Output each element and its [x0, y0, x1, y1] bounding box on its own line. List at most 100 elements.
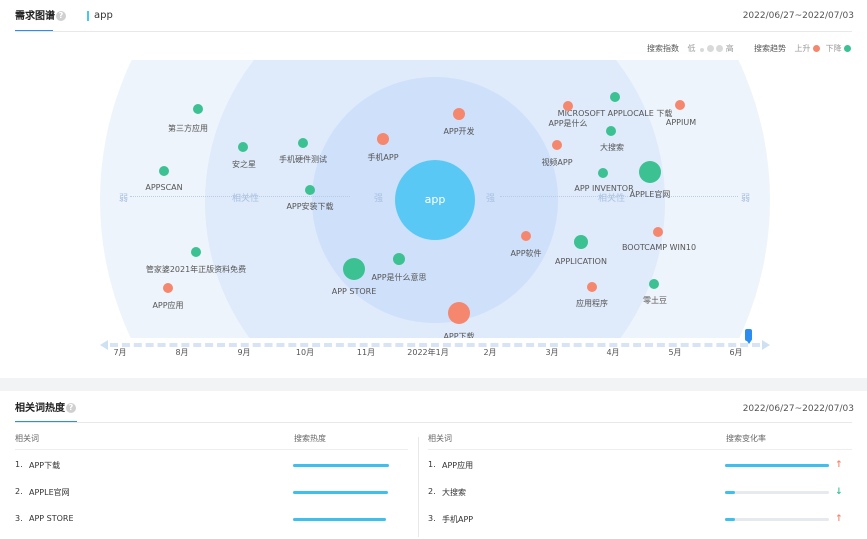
related-word-link[interactable]: APP下载: [29, 461, 61, 470]
axis-strong-left: 强: [374, 194, 384, 204]
keyword-node-label[interactable]: 零土豆: [643, 296, 667, 305]
keyword-node-label[interactable]: 第三方应用: [168, 124, 208, 133]
timeline-handle[interactable]: [745, 329, 752, 344]
keyword-node-label[interactable]: APP INVENTOR: [574, 184, 634, 193]
keyword-node[interactable]: [393, 253, 405, 265]
timeline-label[interactable]: 8月: [175, 348, 189, 357]
keyword-node[interactable]: [377, 133, 389, 145]
keyword-node[interactable]: [563, 101, 573, 111]
related-word-link[interactable]: 大搜索: [442, 488, 466, 497]
keyword-node-label[interactable]: 应用程序: [576, 299, 608, 308]
keyword-node-label[interactable]: 管家婆2021年正版资料免费: [145, 265, 247, 274]
metric-bar: [725, 518, 829, 521]
trend-up-icon: ↑: [835, 514, 843, 524]
keyword-node-label[interactable]: APP是什么意思: [371, 273, 427, 282]
keyword-node-label[interactable]: 手机硬件测试: [279, 155, 327, 164]
keyword-node-label[interactable]: APP软件: [510, 249, 542, 258]
related-word-link[interactable]: APP应用: [442, 461, 474, 470]
timeline-label[interactable]: 10月: [295, 348, 315, 357]
keyword-node[interactable]: [606, 126, 616, 136]
keyword-node-label[interactable]: APP应用: [152, 301, 184, 310]
metric-bar-fill: [725, 491, 735, 494]
demand-map-panel: 需求图谱 ? app 2022/06/27~2022/07/03 搜索指数 低 …: [0, 0, 867, 378]
tab-demand-map[interactable]: 需求图谱: [15, 11, 55, 22]
date-range: 2022/06/27~2022/07/03: [742, 11, 854, 21]
help-icon[interactable]: ?: [66, 403, 76, 413]
divider: [15, 422, 852, 423]
keyword-node[interactable]: [649, 279, 659, 289]
row-rank: 3.: [428, 514, 436, 523]
timeline-track[interactable]: [110, 343, 760, 347]
keyword-node-label[interactable]: APP是什么: [548, 119, 588, 128]
keyword-node[interactable]: [598, 168, 608, 178]
keyword-marker: [87, 11, 89, 21]
keyword-node[interactable]: [191, 247, 201, 257]
timeline-prev-icon[interactable]: [100, 340, 108, 350]
center-keyword-node[interactable]: app: [395, 160, 475, 240]
help-icon[interactable]: ?: [56, 11, 66, 21]
keyword-node[interactable]: [675, 100, 685, 110]
keyword-node[interactable]: [552, 140, 562, 150]
metric-bar-fill: [725, 518, 735, 521]
related-word-link[interactable]: 手机APP: [442, 515, 474, 524]
keyword-node-label[interactable]: MICROSOFT APPLOCALE 下载: [557, 109, 673, 118]
metric-bar-fill: [293, 518, 386, 521]
keyword-node[interactable]: [298, 138, 308, 148]
keyword-node-label[interactable]: APPSCAN: [145, 183, 183, 192]
keyword-node-label[interactable]: APPLICATION: [555, 257, 607, 266]
keyword-node[interactable]: [574, 235, 588, 249]
timeline-label[interactable]: 9月: [237, 348, 251, 357]
keyword-node-label[interactable]: 手机APP: [367, 153, 399, 162]
timeline-label[interactable]: 6月: [729, 348, 743, 357]
timeline-label[interactable]: 2月: [483, 348, 497, 357]
timeline-label[interactable]: 7月: [113, 348, 127, 357]
keyword-node[interactable]: [193, 104, 203, 114]
relevance-axis-left: [130, 196, 350, 197]
keyword-node-label[interactable]: APPLE官网: [629, 190, 671, 199]
keyword-node[interactable]: [610, 92, 620, 102]
timeline-label[interactable]: 3月: [545, 348, 559, 357]
related-word-link[interactable]: APPLE官网: [29, 488, 70, 497]
col-header-word-right: 相关词: [428, 434, 452, 443]
keyword-node-label[interactable]: APP安装下载: [286, 202, 334, 211]
row-rank: 2.: [15, 487, 23, 496]
divider: [15, 31, 852, 32]
keyword-node-label[interactable]: APP开发: [443, 127, 475, 136]
related-heat-panel: [0, 391, 867, 539]
keyword-node[interactable]: [587, 282, 597, 292]
timeline-label[interactable]: 2022年1月: [407, 348, 449, 357]
keyword-node[interactable]: [453, 108, 465, 120]
keyword-node[interactable]: [653, 227, 663, 237]
keyword-node[interactable]: [639, 161, 661, 183]
keyword-node-label[interactable]: APP下载: [443, 332, 475, 338]
keyword-node-label[interactable]: 视频APP: [541, 158, 573, 167]
timeline-label[interactable]: 11月: [356, 348, 376, 357]
related-word-link[interactable]: APP STORE: [29, 514, 74, 523]
keyword-node-label[interactable]: APP STORE: [331, 287, 377, 296]
keyword-node[interactable]: [238, 142, 248, 152]
keyword-node-label[interactable]: BOOTCAMP WIN10: [621, 243, 697, 252]
timeline-label[interactable]: 5月: [668, 348, 682, 357]
keyword-node-label[interactable]: 大搜索: [600, 143, 624, 152]
keyword-node[interactable]: [163, 283, 173, 293]
keyword-node-label[interactable]: APPIUM: [665, 118, 697, 127]
keyword-node[interactable]: [343, 258, 365, 280]
keyword-node[interactable]: [305, 185, 315, 195]
axis-strong-right: 强: [486, 194, 496, 204]
metric-bar-fill: [293, 464, 389, 467]
timeline-label[interactable]: 4月: [606, 348, 620, 357]
time-slider[interactable]: 7月 8月 9月 10月 11月 2022年1月 2月 3月 4月 5月 6月: [100, 329, 770, 368]
keyword-node[interactable]: [448, 302, 470, 324]
legend-up: 上升: [794, 44, 811, 53]
col-header-word-left: 相关词: [15, 434, 39, 443]
keyword-node-label[interactable]: 安之星: [232, 160, 256, 169]
metric-bar-fill: [293, 491, 388, 494]
search-index-label: 搜索指数: [647, 44, 679, 53]
divider: [15, 449, 408, 450]
keyword-node[interactable]: [521, 231, 531, 241]
timeline-next-icon[interactable]: [762, 340, 770, 350]
keyword-node[interactable]: [159, 166, 169, 176]
keyword-label: app: [94, 10, 113, 21]
col-header-heat: 搜索热度: [294, 434, 326, 443]
related-heat-title[interactable]: 相关词热度: [15, 403, 65, 414]
